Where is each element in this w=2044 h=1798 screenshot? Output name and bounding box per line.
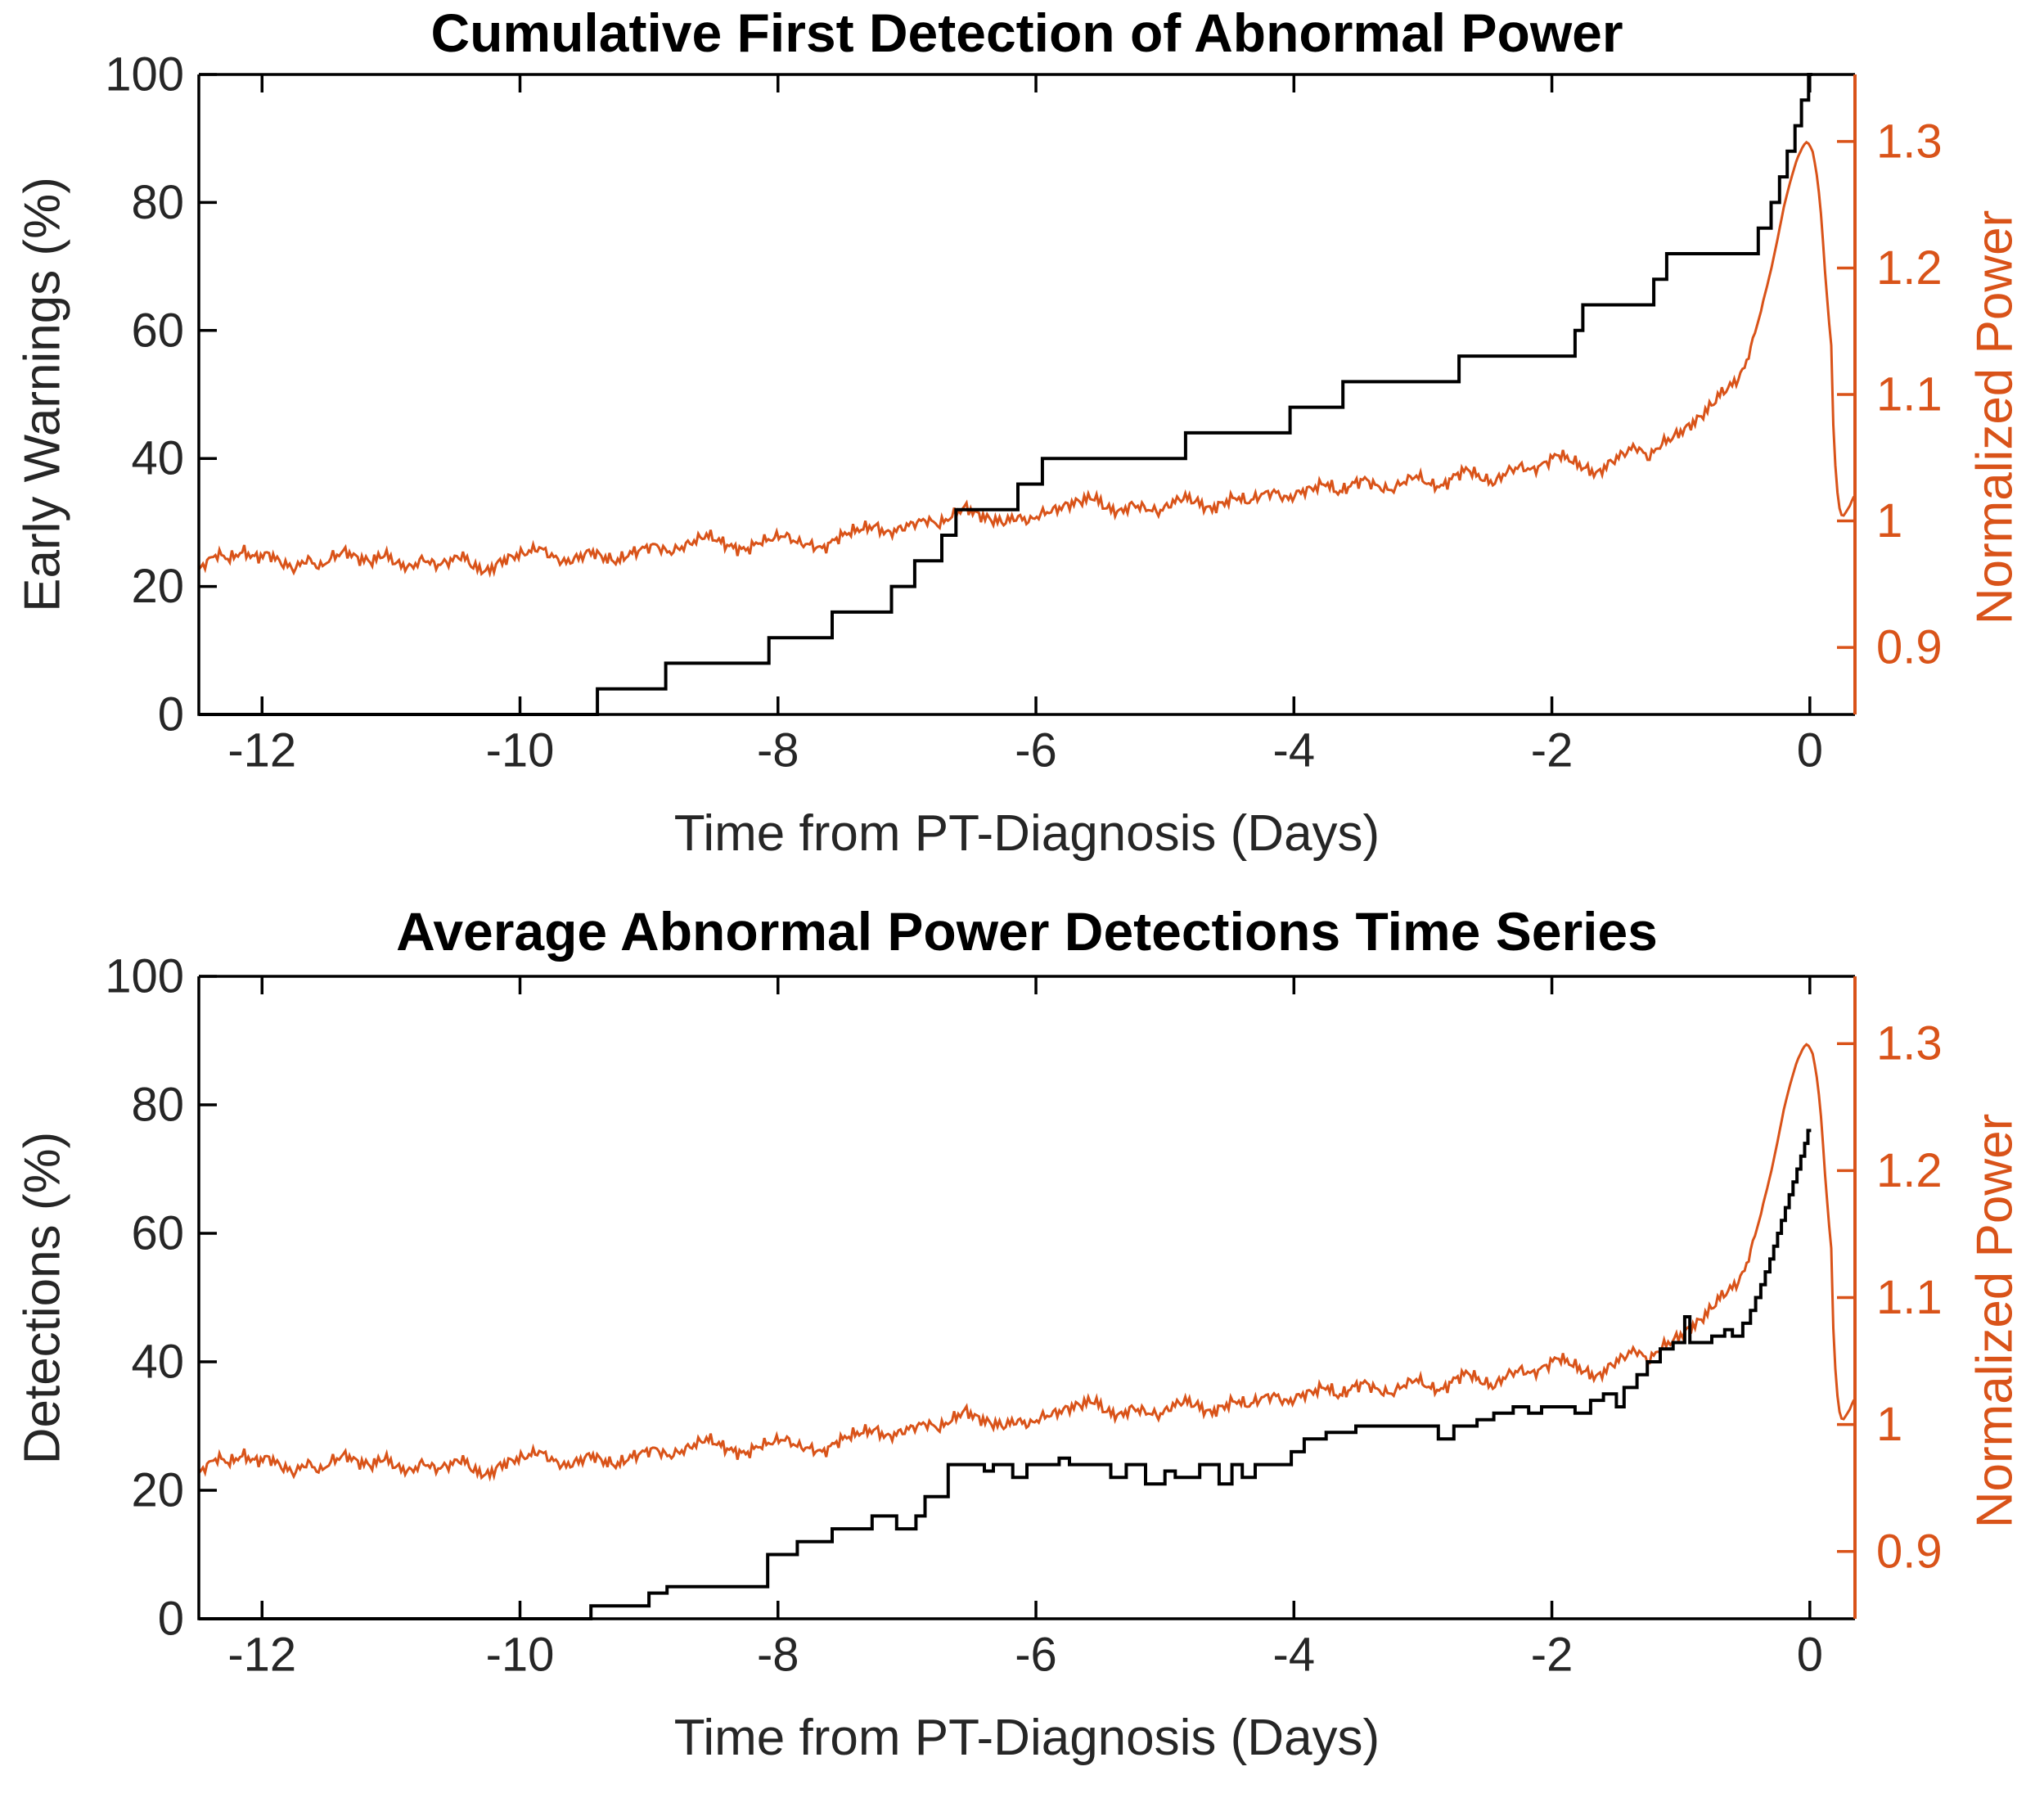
top-plot-title: Cumulative First Detection of Abnormal P… xyxy=(430,2,1623,63)
top-plot-right-ylabel: Normalized Power xyxy=(1966,210,2024,625)
x-tick-label: -2 xyxy=(1531,1629,1574,1682)
top-plot-left-ylabel: Early Warnings (%) xyxy=(14,177,71,612)
x-tick-label: -8 xyxy=(757,724,799,777)
right-y-tick-label: 0.9 xyxy=(1876,621,1943,674)
right-y-tick-label: 1.3 xyxy=(1876,115,1943,168)
right-y-tick-label: 1.2 xyxy=(1876,1144,1943,1197)
detections-step-line xyxy=(199,1129,1812,1620)
right-y-tick-label: 1 xyxy=(1876,1398,1902,1451)
left-y-tick-label: 60 xyxy=(131,304,184,357)
x-tick-label: -12 xyxy=(227,1629,296,1682)
normalized-power-line xyxy=(197,1043,1856,1482)
left-y-tick-label: 0 xyxy=(158,1593,184,1646)
left-y-tick-label: 100 xyxy=(105,48,184,101)
right-y-tick-label: 0.9 xyxy=(1876,1525,1943,1578)
x-tick-label: -8 xyxy=(757,1629,799,1682)
x-tick-label: -2 xyxy=(1531,724,1574,777)
x-tick-label: -4 xyxy=(1273,724,1316,777)
right-y-tick-label: 1.1 xyxy=(1876,368,1943,421)
x-tick-label: -10 xyxy=(486,1629,555,1682)
x-tick-label: -4 xyxy=(1273,1629,1316,1682)
left-y-tick-label: 0 xyxy=(158,688,184,741)
bottom-plot-left-ylabel: Detections (%) xyxy=(14,1131,71,1465)
right-y-tick-label: 1 xyxy=(1876,494,1902,548)
bottom-plot-xlabel: Time from PT-Diagnosis (Days) xyxy=(673,1710,1380,1766)
right-y-tick-label: 1.3 xyxy=(1876,1017,1943,1070)
left-y-tick-label: 40 xyxy=(131,1336,184,1389)
left-y-tick-label: 20 xyxy=(131,1464,184,1517)
left-y-tick-label: 60 xyxy=(131,1207,184,1260)
left-y-tick-label: 100 xyxy=(105,950,184,1003)
right-y-tick-label: 1.2 xyxy=(1876,241,1943,295)
bottom-plot: -12 -10 -8 -6 -4 -2 0 0 20 40 60 80 100 0.9 1 1.1 1.2 1.3 xyxy=(105,950,1942,1682)
x-tick-label: 0 xyxy=(1797,1629,1823,1682)
left-y-tick-label: 80 xyxy=(131,176,184,229)
top-plot: -12 -10 -8 -6 -4 -2 0 0 20 40 60 80 100 0.9 1 1.1 1.2 1.3 xyxy=(105,48,1942,777)
left-y-tick-label: 80 xyxy=(131,1079,184,1132)
bottom-plot-right-ylabel: Normalized Power xyxy=(1966,1113,2024,1529)
left-y-tick-label: 40 xyxy=(131,432,184,485)
x-tick-label: -12 xyxy=(227,724,296,777)
x-tick-label: -10 xyxy=(486,724,555,777)
axes-box xyxy=(197,975,1855,1620)
bottom-plot-title: Average Abnormal Power Detections Time S… xyxy=(396,901,1658,962)
normalized-power-line xyxy=(197,140,1856,579)
x-tick-label: -6 xyxy=(1015,724,1057,777)
x-tick-label: -6 xyxy=(1015,1629,1057,1682)
axes-box xyxy=(197,73,1855,716)
early-warnings-step-line xyxy=(199,73,1812,716)
top-plot-xlabel: Time from PT-Diagnosis (Days) xyxy=(673,805,1380,862)
x-tick-label: 0 xyxy=(1797,724,1823,777)
left-y-tick-label: 20 xyxy=(131,560,184,613)
right-y-tick-label: 1.1 xyxy=(1876,1271,1943,1324)
